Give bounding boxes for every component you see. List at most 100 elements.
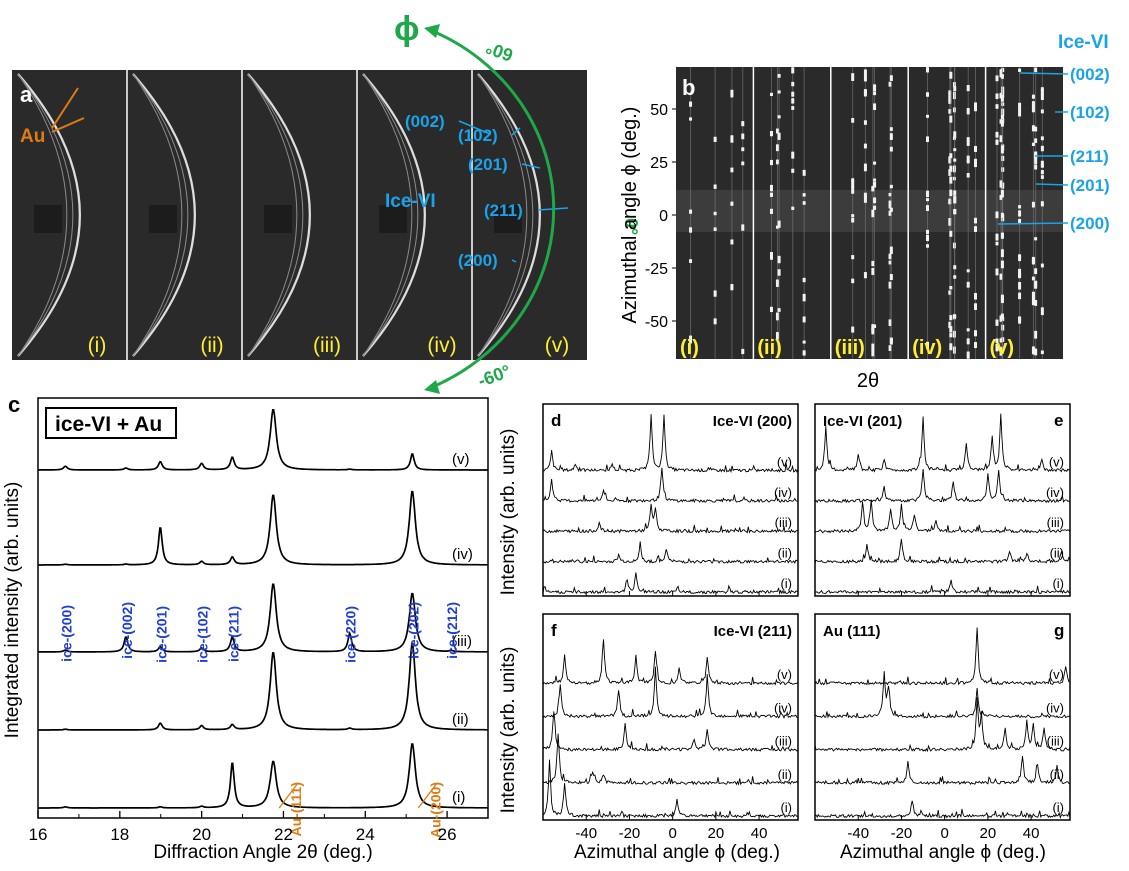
panel-b-spot	[863, 90, 867, 95]
panel-b-letter: b	[682, 75, 695, 100]
panel-b-spot	[953, 195, 957, 203]
panel-b-spot	[966, 172, 970, 178]
panel-b-spot	[966, 140, 970, 146]
panel-b-spot	[948, 169, 952, 176]
panel-b-spot	[713, 290, 717, 297]
panel-b-spot	[1034, 151, 1038, 159]
panel-c-ice-peak-label: ice-(200)	[58, 605, 74, 662]
panel-b-spot	[1000, 249, 1004, 258]
panel-b-spot	[966, 338, 970, 345]
panel-f-series-label: (iv)	[774, 700, 792, 715]
panel-b-ytick: -25	[645, 261, 668, 278]
panel-b-reflection-arrow	[1035, 183, 1069, 186]
panel-b-spot	[775, 312, 779, 321]
panel-b-spot	[888, 319, 892, 326]
panel-b-spot	[889, 133, 893, 140]
panel-b-spot	[889, 274, 893, 280]
panel-b-spot	[1040, 350, 1044, 355]
panel-c-ice-peak-label: ice-(202)	[405, 602, 421, 659]
panel-f-xtick-label: 0	[668, 825, 676, 842]
panel-c-series-line	[38, 642, 488, 731]
panel-b-spot	[926, 190, 930, 198]
panel-b-spot	[974, 158, 978, 163]
panel-c-xtick-label: 22	[274, 825, 293, 844]
panel-g-frame	[814, 613, 1071, 821]
panel-f: f Ice-VI (211) (v) (iv) (iii) (ii) (i) -40 -20 0 2…	[542, 613, 799, 842]
panel-b-spot	[689, 117, 693, 121]
panel-b-spot	[1031, 105, 1035, 113]
panel-c-au-peak-label: Au-(200)	[427, 782, 443, 838]
panel-b-spot	[713, 211, 717, 216]
panel-e-series-label: (ii)	[1050, 546, 1064, 561]
panel-b-spot	[1034, 138, 1038, 143]
panel-b-spot	[777, 269, 781, 276]
panel-b-spot	[953, 190, 957, 196]
panel-b-spot	[948, 92, 952, 98]
panel-b-spot	[1034, 164, 1038, 170]
panel-e-series-line	[814, 469, 1071, 504]
panel-g-letter: g	[1054, 621, 1064, 640]
panel-b-spot	[948, 290, 952, 295]
panel-e-series-line	[814, 413, 1071, 473]
panel-f-series-label: (ii)	[778, 767, 792, 782]
panel-f-xtick-label: -40	[575, 825, 597, 842]
panel-c-series-label: (iii)	[452, 633, 472, 650]
panel-c-ice-peak-label: ice-(211)	[225, 606, 241, 662]
panel-b-xlabel: 2θ	[857, 370, 879, 392]
panel-b-spot	[995, 132, 999, 137]
panel-b-bright-band	[676, 190, 1063, 232]
panel-a-reflection-arrow	[521, 163, 541, 169]
panel-b-spot	[948, 96, 952, 102]
panel-b-spot	[769, 252, 773, 260]
panel-b-spot	[1018, 268, 1022, 277]
panel-d-series-line	[542, 503, 798, 534]
panel-g-xlabel: Azimuthal angle ϕ (deg.)	[840, 842, 1046, 863]
panel-f-series-line	[542, 639, 799, 686]
panel-b-spot	[995, 93, 999, 99]
panel-b-spot	[949, 326, 953, 333]
panel-b-spot	[791, 98, 795, 104]
panel-b-spot	[888, 81, 892, 87]
panel-b-spot	[1034, 280, 1038, 288]
panel-b-spot	[863, 163, 867, 172]
panel-b-frame-label: (i)	[680, 337, 699, 359]
panel-b-spot	[741, 161, 745, 166]
panel-b-spot	[995, 139, 999, 145]
panel-b-spot	[1034, 156, 1038, 165]
panel-b-spot	[948, 90, 952, 95]
panel-e-title: Ice-VI (201)	[823, 413, 902, 430]
panel-a-frame-label: (iv)	[427, 334, 456, 357]
panel-b-spot	[802, 169, 806, 176]
diffraction-ring	[362, 73, 419, 357]
phi-axis: ϕ 60° 0° -60°	[394, 10, 641, 394]
panel-f-ylabel: Intensity (arb. units)	[498, 647, 519, 814]
panel-b-spot	[953, 148, 957, 152]
panel-b-spot	[802, 293, 806, 302]
panel-b-spot	[1000, 294, 1004, 302]
panel-b-spot	[888, 260, 892, 265]
diffraction-ring	[247, 73, 304, 357]
panel-b-reflection-label: (102)	[1070, 103, 1110, 122]
panel-b-spot	[926, 244, 930, 248]
panel-b-ice-label: Ice-VI	[1058, 32, 1109, 53]
panel-b-spot	[1034, 67, 1038, 73]
panel-b-spot	[889, 246, 893, 255]
panel-b-spot	[1034, 330, 1038, 339]
panel-g-series-line	[815, 671, 1070, 719]
panel-b-spot	[871, 328, 875, 335]
panel-c-series-label: (iv)	[452, 546, 473, 563]
panel-b-spot	[888, 345, 892, 351]
panel-e-series-label: (iv)	[1046, 485, 1064, 500]
panel-b-spot	[974, 330, 978, 337]
panel-b-spot	[1031, 260, 1035, 265]
panel-b-spot	[713, 227, 717, 231]
panel-c-au-peak-label: Au-(111)	[288, 782, 304, 836]
panel-b-spot	[999, 352, 1003, 356]
panel-b-spot	[995, 233, 999, 241]
panel-b-spot	[713, 184, 717, 189]
panel-b-spot	[999, 180, 1003, 188]
panel-g-xtick-label: 40	[1023, 825, 1040, 842]
panel-f-series-line	[542, 666, 799, 720]
panel-b-spot	[775, 144, 779, 152]
panel-b-spot	[926, 198, 930, 202]
